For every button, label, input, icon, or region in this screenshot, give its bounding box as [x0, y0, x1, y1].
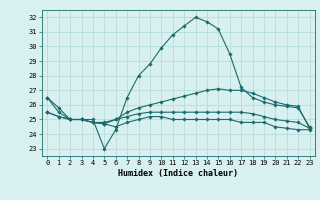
X-axis label: Humidex (Indice chaleur): Humidex (Indice chaleur)	[118, 169, 238, 178]
